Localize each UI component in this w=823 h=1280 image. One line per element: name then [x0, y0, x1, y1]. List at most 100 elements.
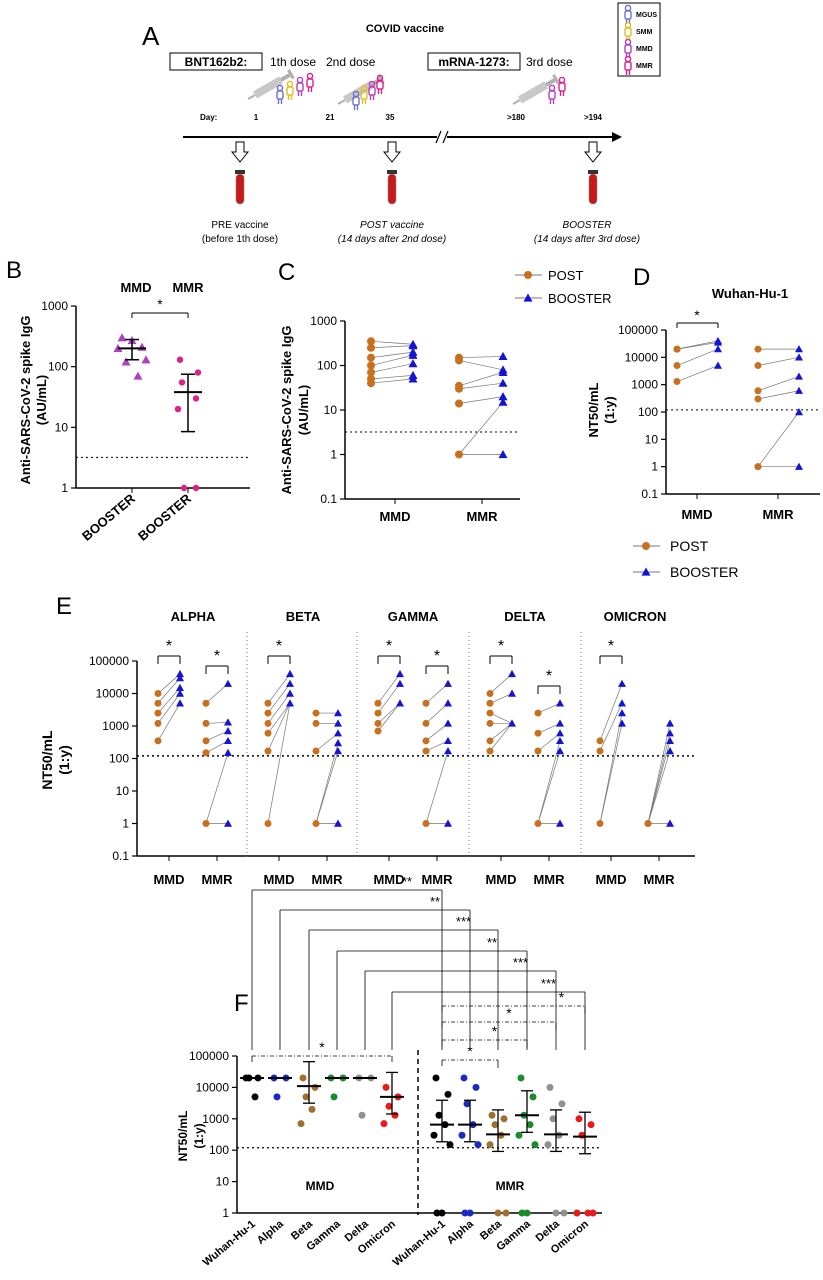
panel-f-point: [302, 1093, 310, 1101]
panel-e-mmd-booster-point: [396, 679, 404, 687]
day-value: >194: [584, 113, 603, 122]
panel-e-mmd-pair-line: [157, 703, 181, 741]
panel-e-mmd-post-point: [154, 719, 162, 727]
mrna-label: mRNA-1273:: [438, 55, 509, 69]
panel-f-bracket-sig: **: [487, 935, 497, 950]
panel-e-mmd-post-point: [264, 719, 272, 727]
panel-e-mmr-booster-point: [334, 747, 342, 755]
panel-d-y-tick-label: 1: [651, 460, 658, 474]
panel-f-point: [558, 1100, 566, 1108]
panel-e-mmd-pair-line: [377, 673, 401, 704]
panel-f-y-tick-label: 1000: [202, 1112, 229, 1126]
panel-e-mmd-booster-point: [176, 689, 184, 697]
panel-c-mmd-pair-line: [370, 345, 414, 349]
panel-f-point: [573, 1209, 581, 1217]
panel-c-mmr-booster-point: [498, 351, 508, 361]
panel-d-legend-label: POST: [670, 538, 709, 554]
panel-b-point: [133, 371, 143, 380]
panel-e-mmd-post-point: [264, 747, 272, 755]
panel-e-mmd-post-point: [486, 719, 494, 727]
panel-e-mmr-booster-point: [334, 709, 342, 717]
panel-e-x-label: MMD: [153, 872, 184, 887]
panel-e-mmr-post-point: [312, 820, 320, 827]
panel-e-variant-title: OMICRON: [604, 609, 667, 624]
panel-e-mmd-post-point: [374, 709, 382, 717]
person-head-icon: [286, 80, 294, 88]
person-body-icon: [360, 90, 368, 100]
panel-e-mmr-booster-point: [444, 747, 452, 755]
panel-f-point: [308, 1105, 316, 1113]
panel-f-x-label: Alpha: [255, 1218, 287, 1247]
panel-e-mmr-post-point: [202, 820, 210, 827]
panel-e-variant-title: ALPHA: [171, 609, 216, 624]
panel-b-y-tick-label: 1000: [41, 299, 68, 313]
day-value: 35: [386, 113, 395, 122]
panel-e-mmd-pair-line: [489, 673, 513, 694]
panel-f-point: [380, 1120, 388, 1128]
panel-e-mmd-booster-point: [618, 699, 626, 707]
panel-b-y-tick-label: 10: [55, 420, 69, 434]
panel-e-mmr-pair-line: [425, 750, 449, 824]
timeline-break-mark: [442, 130, 449, 144]
panel-e-mmr-post-point: [422, 719, 430, 727]
panel-e-x-label: MMR: [643, 872, 675, 887]
panel-letter-b: B: [6, 257, 22, 284]
panel-c-mmr-post-point: [455, 399, 463, 408]
panel-c-mmr-booster-point: [498, 392, 508, 401]
panel-e-mmr-post-point: [312, 747, 320, 755]
panel-c-x-label: MMR: [466, 509, 498, 524]
panel-c-mmd-post-point: [367, 353, 375, 362]
panel-e-mmd-post-point: [154, 690, 162, 697]
panel-d-y-tick-label: 0.1: [641, 487, 658, 501]
person-body-icon: [624, 61, 632, 71]
panel-e-mmr-post-point: [534, 709, 542, 717]
panel-f-bracket-sig: ***: [541, 976, 556, 991]
panel-e-mmd-post-point: [264, 699, 272, 707]
panel-e-mmd-booster-point: [286, 669, 294, 678]
panel-e-mmr-post-point: [534, 729, 542, 737]
panel-e-mmd-post-point: [596, 747, 604, 755]
syringe-icon: [247, 69, 295, 100]
panel-c-yunit: (AU/mL): [296, 385, 311, 436]
panel-f-point: [526, 1121, 534, 1129]
panel-d-mmr-booster-point: [795, 386, 803, 394]
panel-c-y-tick-label: 1: [330, 448, 337, 462]
panel-c-legend-post: [524, 271, 532, 279]
panel-e-mmr-pair-line: [315, 750, 339, 824]
panel-e-mmr-post-point: [422, 699, 430, 707]
sample-title: BOOSTER: [563, 220, 612, 231]
panel-f-x-label: Wuhan-Hu-1: [391, 1218, 448, 1269]
panel-d-mmr-booster-point: [795, 345, 803, 353]
panel-c-mmd-pair-line: [370, 340, 414, 345]
panel-e-mmd-booster-point: [618, 679, 626, 687]
panel-f-point: [444, 1090, 452, 1098]
panel-c-mmd-post-point: [367, 361, 375, 370]
panel-e-mmr-pair-line: [425, 683, 449, 704]
panel-e-mmd-booster-point: [286, 699, 294, 707]
panel-c-mmr-booster-point: [498, 450, 508, 459]
panel-c-mmr-pair-line: [458, 401, 504, 455]
panel-e-mmr-booster-point: [444, 699, 452, 707]
panel-e-mmd-post-point: [154, 709, 162, 717]
panel-d-mmr-booster-point: [795, 353, 803, 361]
panel-e-mmr-post-point: [644, 820, 652, 827]
panel-c-legend-label: BOOSTER: [548, 291, 612, 306]
person-body-icon: [306, 78, 314, 88]
panel-e-mmr-post-point: [422, 747, 430, 755]
panel-letter-c: C: [278, 259, 295, 286]
panel-e-mmr-booster-point: [666, 747, 674, 755]
panel-d-mmd-booster-point: [714, 338, 722, 346]
bnt-label-box: [169, 52, 263, 71]
person-body-icon: [296, 82, 304, 92]
syringe-needle: [247, 94, 256, 100]
panel-e-mmd-post-point: [486, 737, 494, 745]
panel-c-mmr-booster-point: [498, 367, 508, 376]
panel-b-point: [117, 333, 127, 342]
panel-b-point: [121, 357, 131, 366]
panel-e-mmd-pair-line: [377, 703, 401, 724]
panel-e-mmr-booster-point: [556, 719, 564, 727]
panel-d-y-tick-label: 10: [645, 432, 659, 446]
panel-d-mmr-booster-point: [795, 462, 803, 470]
panel-e-x-label: MMD: [373, 872, 404, 887]
